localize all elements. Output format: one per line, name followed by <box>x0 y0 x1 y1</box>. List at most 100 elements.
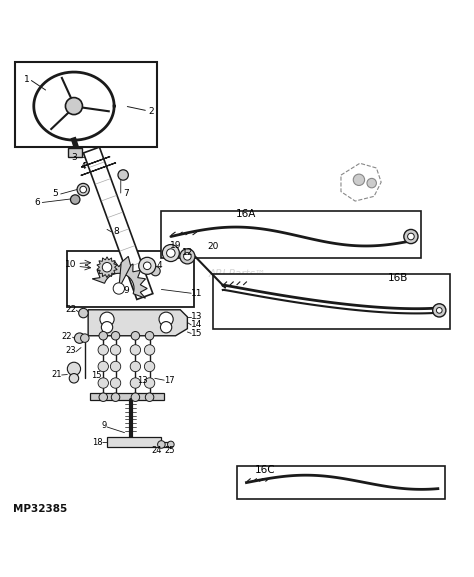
Bar <box>67 250 194 308</box>
Bar <box>237 466 445 499</box>
Circle shape <box>151 267 160 276</box>
Text: 2: 2 <box>148 107 154 116</box>
Text: 8: 8 <box>114 227 119 237</box>
Polygon shape <box>341 163 381 201</box>
Circle shape <box>367 178 376 188</box>
Text: 22: 22 <box>65 305 76 314</box>
Bar <box>15 62 156 147</box>
Text: 18: 18 <box>92 437 103 447</box>
Circle shape <box>110 378 121 388</box>
Text: 6: 6 <box>35 198 40 207</box>
Circle shape <box>131 332 140 340</box>
Circle shape <box>100 312 114 327</box>
Text: 11: 11 <box>191 288 202 298</box>
Circle shape <box>167 441 174 448</box>
Text: 22: 22 <box>62 332 72 341</box>
Circle shape <box>113 283 125 294</box>
Circle shape <box>144 262 151 269</box>
Circle shape <box>77 183 89 196</box>
Circle shape <box>145 361 155 372</box>
Circle shape <box>110 344 121 355</box>
Text: 17: 17 <box>164 376 175 385</box>
Circle shape <box>99 393 108 402</box>
Text: 16A: 16A <box>236 209 256 219</box>
Circle shape <box>81 334 89 342</box>
Text: 14: 14 <box>191 320 202 329</box>
Circle shape <box>131 393 140 402</box>
Circle shape <box>130 344 141 355</box>
Circle shape <box>101 321 113 333</box>
Circle shape <box>74 333 85 343</box>
Text: 15: 15 <box>91 372 101 380</box>
Circle shape <box>160 321 172 333</box>
Text: MP32385: MP32385 <box>12 504 67 515</box>
Circle shape <box>166 249 175 257</box>
Polygon shape <box>83 147 153 299</box>
Circle shape <box>102 263 112 272</box>
Circle shape <box>79 308 88 318</box>
Circle shape <box>130 361 141 372</box>
Circle shape <box>408 233 414 240</box>
Circle shape <box>139 257 156 274</box>
Polygon shape <box>88 310 187 336</box>
Circle shape <box>98 378 109 388</box>
Polygon shape <box>91 394 164 399</box>
Circle shape <box>146 393 154 402</box>
Text: 9: 9 <box>123 286 129 295</box>
Text: 7: 7 <box>123 189 129 197</box>
Text: 19: 19 <box>170 241 182 250</box>
Text: 12: 12 <box>182 248 193 257</box>
Circle shape <box>99 332 108 340</box>
Circle shape <box>162 245 179 261</box>
Circle shape <box>98 361 109 372</box>
Circle shape <box>433 304 446 317</box>
Circle shape <box>110 361 121 372</box>
Text: 24: 24 <box>151 446 162 455</box>
Circle shape <box>183 253 191 260</box>
Circle shape <box>159 312 173 327</box>
Text: 1: 1 <box>24 74 29 84</box>
Circle shape <box>111 393 120 402</box>
Polygon shape <box>107 437 171 447</box>
Text: 3: 3 <box>71 153 77 162</box>
Circle shape <box>118 170 128 180</box>
Text: 13: 13 <box>137 376 148 385</box>
Polygon shape <box>81 163 116 175</box>
Text: 13: 13 <box>191 312 202 321</box>
Circle shape <box>145 378 155 388</box>
Text: 10: 10 <box>65 260 76 269</box>
Circle shape <box>157 441 165 448</box>
Circle shape <box>404 230 418 243</box>
Circle shape <box>353 174 365 185</box>
Polygon shape <box>82 156 110 167</box>
Circle shape <box>180 249 195 264</box>
Circle shape <box>65 98 82 115</box>
Circle shape <box>111 332 120 340</box>
Text: 16C: 16C <box>255 464 276 475</box>
Circle shape <box>69 373 79 383</box>
Text: 9: 9 <box>101 421 106 430</box>
Text: 20: 20 <box>208 242 219 252</box>
Bar <box>161 211 421 258</box>
Circle shape <box>80 186 87 193</box>
Text: 23: 23 <box>65 346 76 355</box>
Polygon shape <box>92 261 147 298</box>
Bar <box>213 274 450 329</box>
Text: 5: 5 <box>52 189 58 198</box>
Circle shape <box>145 344 155 355</box>
Polygon shape <box>97 257 117 278</box>
Bar <box>68 148 82 156</box>
Circle shape <box>71 195 80 204</box>
Text: 16B: 16B <box>388 273 408 283</box>
Circle shape <box>98 344 109 355</box>
Circle shape <box>67 362 81 376</box>
Text: ARI Parts™: ARI Parts™ <box>208 269 266 279</box>
Circle shape <box>130 378 141 388</box>
Text: 4: 4 <box>81 162 86 171</box>
Text: 4: 4 <box>156 261 162 270</box>
Text: 25: 25 <box>164 446 174 455</box>
Text: 21: 21 <box>51 370 62 379</box>
Text: 15: 15 <box>191 329 202 338</box>
Circle shape <box>146 332 154 340</box>
Polygon shape <box>119 256 131 288</box>
